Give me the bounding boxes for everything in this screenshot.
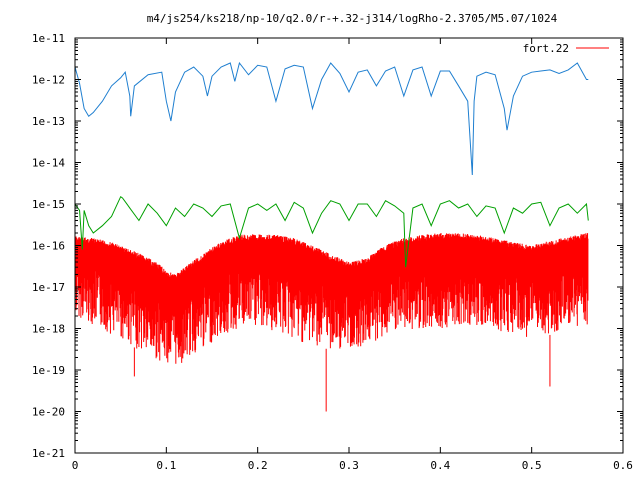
y-tick-label: 1e-21 <box>32 447 65 460</box>
y-tick-label: 1e-13 <box>32 115 65 128</box>
x-tick-label: 0.6 <box>613 459 633 472</box>
series-1 <box>74 195 589 268</box>
y-tick-label: 1e-18 <box>32 323 65 336</box>
x-tick-label: 0.3 <box>339 459 359 472</box>
y-tick-label: 1e-11 <box>32 32 65 45</box>
axes-layer: 0 0.1 0.2 0.3 0.4 0.5 0.6 1e-21 1e-20 1e-19 1e-18 1… <box>32 32 633 472</box>
x-tick-label: 0.2 <box>248 459 268 472</box>
y-tick-label: 1e-12 <box>32 74 65 87</box>
y-tick-label: 1e-14 <box>32 157 65 170</box>
series-line <box>74 61 589 176</box>
y-tick-label: 1e-19 <box>32 364 65 377</box>
y-tick-label: 1e-17 <box>32 281 65 294</box>
y-tick-label: 1e-16 <box>32 240 65 253</box>
x-tick-label: 0 <box>72 459 79 472</box>
chart-title: m4/js254/ks218/np-10/q2.0/r-+.32-j314/lo… <box>147 12 558 25</box>
x-tick-label: 0.4 <box>430 459 450 472</box>
x-tick-label: 0.1 <box>156 459 176 472</box>
series-0 <box>74 61 589 176</box>
legend: fort.22 <box>523 42 609 55</box>
y-tick-label: 1e-20 <box>32 406 65 419</box>
legend-entry-label: fort.22 <box>523 42 569 55</box>
x-tick-label: 0.5 <box>522 459 542 472</box>
y-tick-label: 1e-15 <box>32 198 65 211</box>
